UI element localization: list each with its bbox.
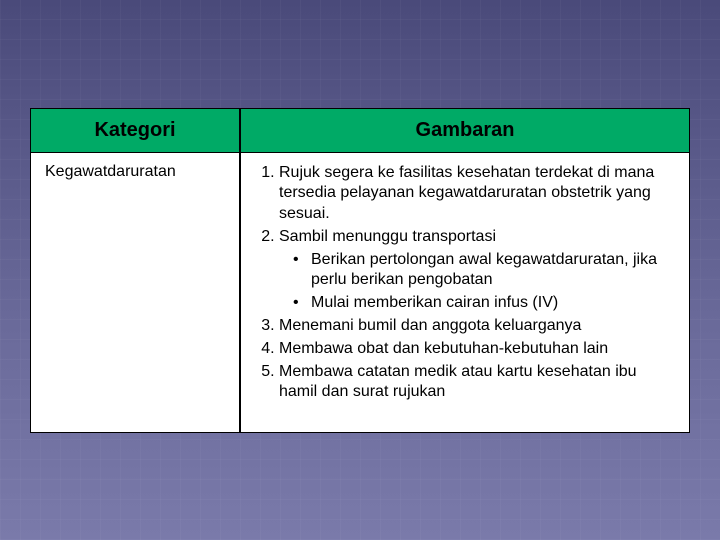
list-item: Rujuk segera ke fasilitas kesehatan terd… xyxy=(279,163,675,225)
description-list: Rujuk segera ke fasilitas kesehatan terd… xyxy=(255,163,675,404)
table-body-row: Kegawatdaruratan Rujuk segera ke fasilit… xyxy=(30,153,690,433)
list-item-text: Sambil menunggu transportasi xyxy=(279,228,496,245)
sub-list-item: Mulai memberikan cairan infus (IV) xyxy=(293,293,675,314)
cell-description: Rujuk segera ke fasilitas kesehatan terd… xyxy=(240,153,690,433)
header-description: Gambaran xyxy=(240,108,690,153)
list-item: Membawa catatan medik atau kartu kesehat… xyxy=(279,362,675,404)
list-item: Sambil menunggu transportasi Berikan per… xyxy=(279,227,675,314)
cell-category: Kegawatdaruratan xyxy=(30,153,240,433)
list-item: Membawa obat dan kebutuhan-kebutuhan lai… xyxy=(279,339,675,360)
header-category: Kategori xyxy=(30,108,240,153)
table-header-row: Kategori Gambaran xyxy=(30,108,690,153)
list-item-text: Rujuk segera ke fasilitas kesehatan terd… xyxy=(279,164,654,223)
list-item: Menemani bumil dan anggota keluarganya xyxy=(279,316,675,337)
sub-list: Berikan pertolongan awal kegawatdarurata… xyxy=(279,250,675,314)
category-table: Kategori Gambaran Kegawatdaruratan Rujuk… xyxy=(30,108,690,433)
sub-list-item: Berikan pertolongan awal kegawatdarurata… xyxy=(293,250,675,292)
